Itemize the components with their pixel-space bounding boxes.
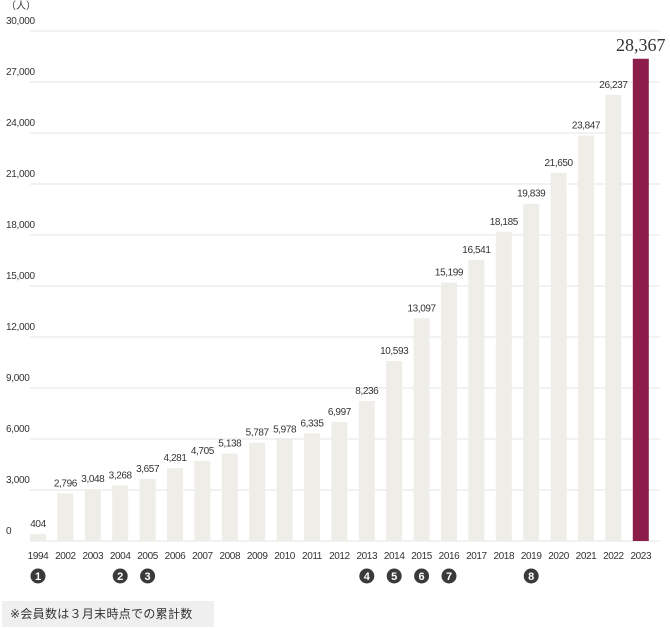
x-tick-label: 2015 xyxy=(411,551,432,562)
x-tick-label: 2007 xyxy=(192,551,213,562)
data-label: 5,787 xyxy=(246,428,270,439)
x-tick-label: 2021 xyxy=(576,551,597,562)
bar xyxy=(578,135,594,541)
data-label: 5,138 xyxy=(218,439,242,450)
x-tick-label: 2016 xyxy=(439,551,460,562)
data-label: 26,237 xyxy=(599,80,628,91)
x-tick-label: 2022 xyxy=(603,551,624,562)
x-tick-label: 2011 xyxy=(302,551,323,562)
y-tick-label: 6,000 xyxy=(6,424,30,435)
event-marker xyxy=(140,568,156,584)
data-label: 3,048 xyxy=(81,474,105,485)
y-tick-label: 21,000 xyxy=(6,169,36,180)
membership-bar-chart: （人） 0 3,000 6,000 9,000 12,000 15,000 18,000 21,… xyxy=(6,0,666,584)
data-label: 404 xyxy=(30,519,46,530)
bar xyxy=(441,282,457,541)
y-unit-label: （人） xyxy=(6,0,36,12)
y-tick-label: 12,000 xyxy=(6,322,36,333)
y-tick-label: 0 xyxy=(6,526,12,537)
footnote: ※会員数は３月末時点での累計数 xyxy=(2,601,214,627)
event-marker-number: 1 xyxy=(35,571,41,583)
x-tick-label: 2002 xyxy=(55,551,76,562)
event-marker xyxy=(359,568,375,584)
bar xyxy=(468,259,485,541)
bar xyxy=(84,489,101,541)
event-marker-number: 2 xyxy=(117,571,123,583)
data-label: 6,335 xyxy=(300,418,324,429)
x-tick-label: 2010 xyxy=(274,551,295,562)
y-tick-label: 27,000 xyxy=(6,67,36,78)
bar xyxy=(30,534,46,541)
y-tick-label: 18,000 xyxy=(6,220,36,231)
data-label: 15,199 xyxy=(435,268,464,279)
x-tick-label: 2017 xyxy=(466,551,487,562)
y-tick-label: 30,000 xyxy=(6,16,36,27)
data-label: 3,268 xyxy=(109,470,133,481)
bar xyxy=(632,58,649,542)
bar xyxy=(523,203,540,541)
x-tick-label: 2013 xyxy=(356,551,377,562)
bar xyxy=(112,485,129,541)
x-tick-label: 2006 xyxy=(165,551,186,562)
x-tick-label: 1994 xyxy=(28,551,49,562)
data-label: 19,839 xyxy=(517,189,546,200)
event-marker xyxy=(30,568,46,584)
bar xyxy=(495,231,512,542)
x-tick-label: 2009 xyxy=(247,551,268,562)
event-marker-number: 6 xyxy=(419,571,425,583)
x-tick-label: 2019 xyxy=(521,551,542,562)
bar xyxy=(605,94,622,541)
bar xyxy=(167,468,183,541)
x-tick-label: 2008 xyxy=(219,551,240,562)
event-marker-number: 5 xyxy=(391,571,397,583)
data-label: 10,593 xyxy=(380,346,409,357)
data-label: 4,281 xyxy=(163,453,187,464)
y-tick-label: 9,000 xyxy=(6,373,30,384)
data-label: 3,657 xyxy=(136,464,160,475)
data-label: 13,097 xyxy=(408,303,437,314)
data-label: 23,847 xyxy=(572,121,601,132)
bar xyxy=(358,400,375,541)
x-tick-label: 2014 xyxy=(384,551,405,562)
event-marker xyxy=(414,568,430,584)
bar xyxy=(331,422,348,541)
data-label: 5,978 xyxy=(273,424,297,435)
x-tick-label: 2005 xyxy=(137,551,158,562)
bar xyxy=(386,360,403,541)
data-label: 16,541 xyxy=(462,245,491,256)
bar xyxy=(550,172,567,541)
event-marker xyxy=(112,568,128,584)
x-tick-label: 2004 xyxy=(110,551,131,562)
bar xyxy=(413,318,430,541)
bar xyxy=(139,478,156,541)
data-label: 18,185 xyxy=(490,217,519,228)
data-label: 8,236 xyxy=(355,386,379,397)
event-marker-number: 7 xyxy=(446,571,452,583)
bar xyxy=(57,493,74,541)
data-label: 21,650 xyxy=(545,158,574,169)
x-tick-label: 2012 xyxy=(329,551,350,562)
event-marker-number: 4 xyxy=(364,571,371,583)
bar xyxy=(276,439,293,541)
event-marker xyxy=(441,568,457,584)
bar xyxy=(249,442,266,541)
bar xyxy=(221,453,238,541)
bar xyxy=(194,461,211,541)
data-label: 2,796 xyxy=(54,478,78,489)
event-marker xyxy=(386,568,402,584)
event-marker-number: 8 xyxy=(528,571,534,583)
x-tick-label: 2020 xyxy=(548,551,569,562)
y-tick-label: 15,000 xyxy=(6,271,36,282)
x-tick-label: 2003 xyxy=(82,551,103,562)
x-tick-label: 2018 xyxy=(493,551,514,562)
x-tick-label: 2023 xyxy=(630,551,651,562)
event-marker-number: 3 xyxy=(145,571,151,583)
event-marker xyxy=(523,568,539,584)
bar xyxy=(304,433,320,541)
y-tick-label: 3,000 xyxy=(6,475,30,486)
y-tick-label: 24,000 xyxy=(6,118,36,129)
data-label: 6,997 xyxy=(328,407,352,418)
data-label: 4,705 xyxy=(191,446,215,457)
data-label: 28,367 xyxy=(616,35,666,55)
